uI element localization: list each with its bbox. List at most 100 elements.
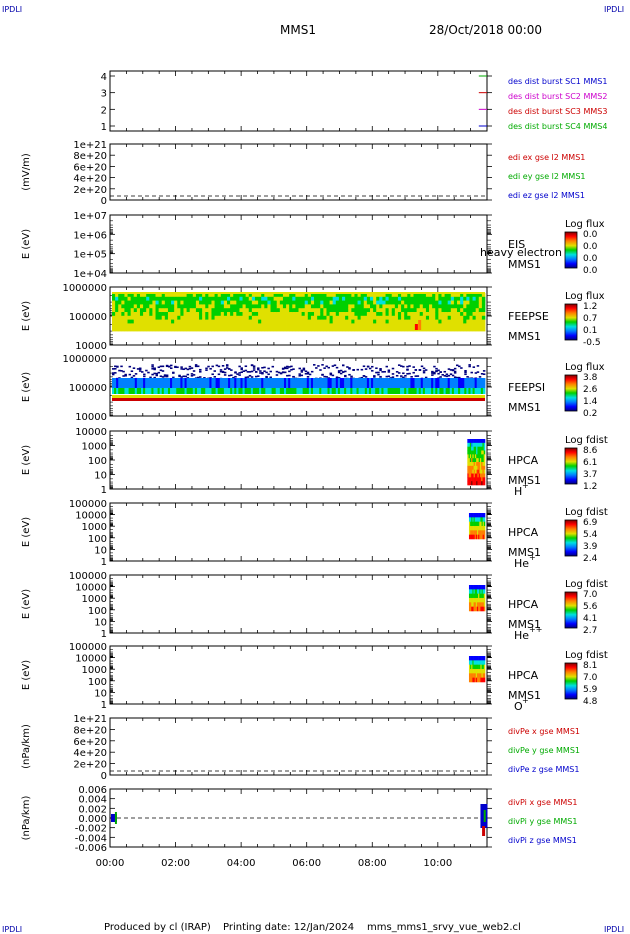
spectrogram-cell [242, 370, 246, 372]
spectrogram-cell [389, 378, 393, 388]
spectrogram-cell [189, 293, 194, 298]
spectrogram-cell [429, 378, 432, 388]
spectrogram-cell [254, 312, 259, 317]
spectrogram-cell [170, 367, 173, 370]
spectrogram-cell [468, 454, 471, 459]
spectrogram-cell [369, 300, 374, 305]
spectrogram-cell [481, 300, 486, 305]
spectrogram-cell [394, 296, 399, 301]
spectrogram-cell [404, 375, 407, 377]
spectrogram-cell [275, 370, 279, 373]
spectrogram-cell [481, 517, 484, 522]
spectrogram-cell [180, 308, 184, 313]
spectrogram-cell [473, 677, 475, 683]
spectrogram-cell [478, 593, 480, 599]
spectrogram-cell [290, 365, 293, 368]
spectrogram-cell [400, 375, 403, 377]
spectrogram-cell [170, 388, 173, 394]
spectrogram-cell [345, 296, 349, 301]
plot-title: MMS1 [280, 23, 316, 37]
spectrogram-cell [416, 375, 420, 377]
spectrogram-cell [422, 319, 427, 324]
spectrogram-cell [245, 312, 250, 317]
spectrogram-cell [190, 375, 194, 377]
spectrogram-cell [479, 465, 482, 470]
spectrogram-cell [470, 585, 472, 590]
spectrogram-cell [286, 374, 289, 377]
spectrogram-cell [468, 525, 471, 531]
panel-frame [109, 70, 488, 132]
spectrogram-cell [453, 319, 458, 324]
spectrogram-cell [481, 442, 483, 447]
y-tick-label: 4e+20 [73, 174, 107, 185]
spectrogram-cell [482, 469, 485, 474]
spectrogram-cell [264, 312, 268, 317]
spectrogram-cell [331, 365, 335, 367]
spectrogram-cell [482, 370, 486, 372]
spectrogram-cell [426, 378, 430, 388]
spectrogram-cell [391, 367, 395, 370]
spectrogram-cell [177, 315, 181, 320]
spectrogram-cell [151, 365, 154, 368]
spectrogram-cell [314, 293, 318, 298]
spectrogram-cell [251, 319, 256, 324]
spectrogram-cell [205, 293, 209, 298]
spectrogram-cell [473, 513, 475, 518]
spectrogram-cell [450, 300, 455, 305]
spectrogram-cell [479, 513, 481, 518]
spectrogram-cell [298, 327, 303, 332]
spectrogram-cell [435, 378, 438, 388]
spectrogram-cell [239, 312, 243, 317]
spectrogram-cell [468, 677, 471, 683]
spectrogram-cell [455, 376, 459, 379]
spectrogram-cell [298, 373, 301, 375]
spectrogram-cell [246, 371, 250, 373]
spectrogram-cell [460, 378, 463, 388]
spectrogram-cell [473, 442, 476, 447]
spectrogram-cell [112, 315, 116, 320]
spectrogram-cell [192, 388, 196, 394]
spectrogram-cell [477, 477, 479, 482]
spectrogram-cell [401, 308, 405, 313]
spectrogram-cell [239, 300, 243, 305]
spectrogram-cell [457, 323, 461, 328]
spectrogram-cell [473, 446, 476, 451]
spectrogram-cell [475, 668, 478, 674]
spectrogram-cell [475, 606, 478, 612]
spectrogram-cell [283, 366, 287, 369]
spectrogram-cell [319, 369, 322, 371]
spectrogram-cell [112, 319, 116, 324]
spectrogram-cell [481, 589, 484, 594]
spectrogram-cell [158, 327, 163, 332]
spectrogram-cell [463, 327, 467, 332]
spectrogram-cell [270, 312, 275, 317]
spectrogram-cell [320, 293, 324, 298]
spectrogram-cell [468, 534, 471, 540]
spectrogram-cell [155, 304, 160, 309]
spectrogram-cell [276, 304, 281, 309]
x-tick-label: 04:00 [227, 858, 256, 869]
spectrogram-cell [304, 300, 309, 305]
spectrogram-cell [419, 327, 424, 332]
spectrogram-cell [211, 319, 215, 324]
spectrogram-cell [151, 364, 154, 366]
spectrogram-cell [482, 454, 485, 459]
spectrogram-cell [466, 327, 470, 332]
panel-frame [109, 143, 488, 201]
x-tick-label: 02:00 [161, 858, 190, 869]
spectrogram-cell [360, 304, 365, 309]
spectrogram-cell [481, 319, 486, 324]
spectrogram-cell [481, 521, 484, 527]
spectrogram-cell [122, 388, 125, 394]
spectrogram-cell [447, 300, 452, 305]
spectrogram-cell [474, 660, 477, 665]
spectrogram-cell [382, 304, 386, 309]
spectrogram-cell [478, 477, 481, 482]
spectrogram-cell [132, 367, 136, 369]
spectrogram-cell [335, 366, 339, 369]
spectrogram-cell [130, 315, 135, 320]
spectrogram-cell [402, 378, 405, 388]
spectrogram-cell [478, 677, 480, 683]
